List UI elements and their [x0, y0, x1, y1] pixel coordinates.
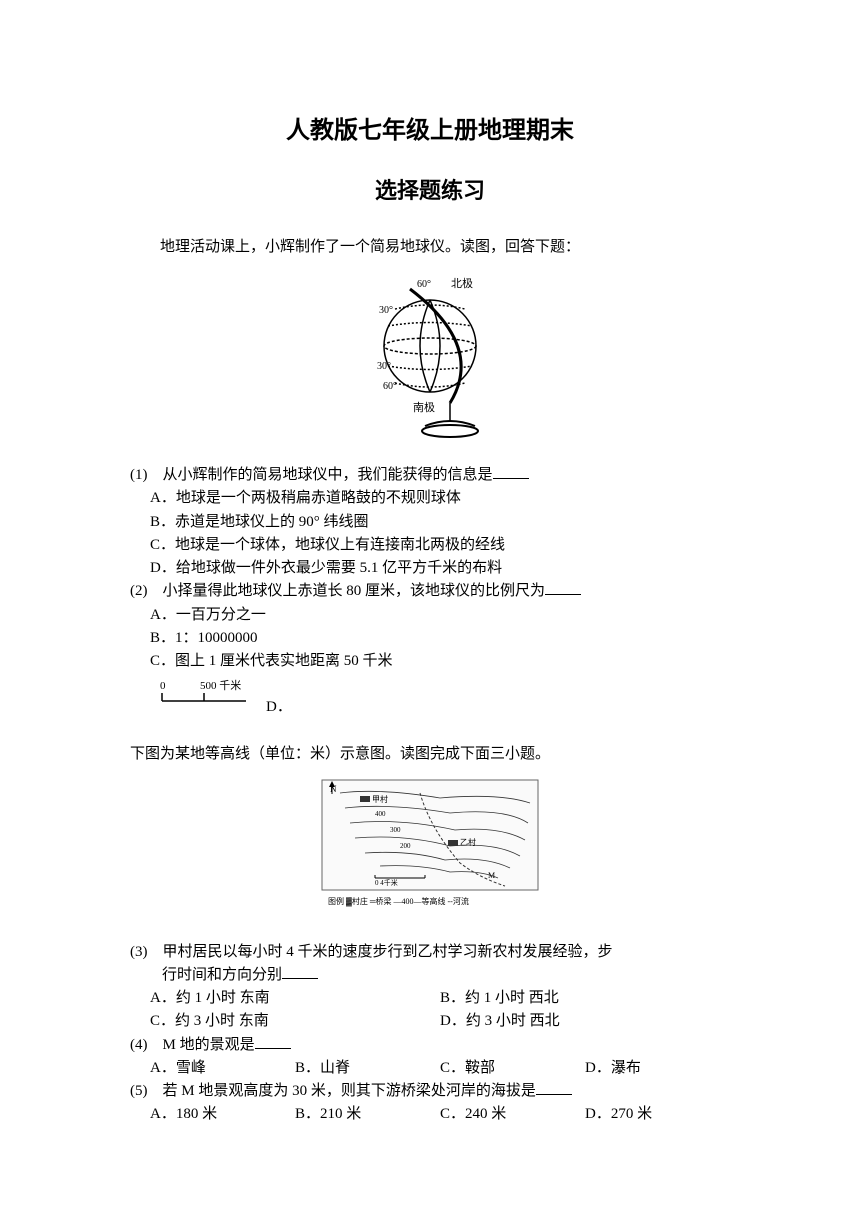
- q3-option-a[interactable]: A．约 1 小时 东南: [150, 987, 440, 1010]
- q3-option-c[interactable]: C．约 3 小时 东南: [150, 1010, 440, 1033]
- blank-icon: [282, 965, 318, 979]
- question-5: (5) 若 M 地景观高度为 30 米，则其下游桥梁处河岸的海拔是 A．180 …: [130, 1080, 730, 1127]
- map-yi-label: 乙村: [460, 837, 476, 847]
- q2-d-label: D．: [266, 696, 292, 719]
- map-300: 300: [390, 826, 401, 834]
- question-3: (3) 甲村居民以每小时 4 千米的速度步行到乙村学习新农村发展经验，步 行时间…: [130, 941, 730, 1034]
- question-2: (2) 小择量得此地球仪上赤道长 80 厘米，该地球仪的比例尺为 A．一百万分之…: [130, 580, 730, 719]
- q4-option-c[interactable]: C．鞍部: [440, 1057, 585, 1080]
- q5-option-d[interactable]: D．270 米: [585, 1103, 730, 1126]
- q4-text: M 地的景观是: [163, 1037, 255, 1053]
- q2-option-a[interactable]: A．一百万分之一: [150, 604, 730, 627]
- q1-option-b[interactable]: B．赤道是地球仪上的 90° 纬线圈: [150, 511, 730, 534]
- blank-icon: [545, 582, 581, 596]
- q5-num: (5): [130, 1083, 148, 1099]
- intro-text-1: 地理活动课上，小辉制作了一个简易地球仪。读图，回答下题：: [130, 235, 730, 259]
- q3-option-d[interactable]: D．约 3 小时 西北: [440, 1010, 730, 1033]
- q5-text: 若 M 地景观高度为 30 米，则其下游桥梁处河岸的海拔是: [163, 1083, 536, 1099]
- map-scale: 0 4千米: [375, 878, 398, 887]
- q1-text: 从小辉制作的简易地球仪中，我们能获得的信息是: [163, 467, 493, 483]
- q4-option-a[interactable]: A．雪峰: [150, 1057, 295, 1080]
- q1-option-d[interactable]: D．给地球做一件外衣最少需要 5.1 亿平方千米的布料: [150, 557, 730, 580]
- globe-label-north: 北极: [451, 276, 473, 290]
- map-200: 200: [400, 842, 411, 850]
- blank-icon: [255, 1035, 291, 1049]
- q3-text-l2: 行时间和方向分别: [162, 967, 282, 983]
- q3-num: (3): [130, 944, 148, 960]
- scale-label-500: 500 千米: [200, 679, 241, 692]
- q4-num: (4): [130, 1037, 148, 1053]
- question-4: (4) M 地的景观是 A．雪峰 B．山脊 C．鞍部 D．瀑布: [130, 1034, 730, 1081]
- globe-label-60t: 60°: [417, 279, 431, 290]
- globe-label-60b: 60°: [383, 381, 397, 392]
- globe-label-30b: 30°: [377, 361, 391, 372]
- map-m-label: M: [488, 871, 495, 880]
- q4-option-b[interactable]: B．山脊: [295, 1057, 440, 1080]
- q2-num: (2): [130, 583, 148, 599]
- q1-option-c[interactable]: C．地球是一个球体，地球仪上有连接南北两极的经线: [150, 534, 730, 557]
- subtitle: 选择题练习: [130, 173, 730, 205]
- globe-figure: 北极 南极 60° 30° 30° 60°: [130, 271, 730, 446]
- map-legend: 图例 ▓村庄 ═桥梁 —400—等高线 --河流: [328, 896, 469, 907]
- contour-map-figure: N 甲村 乙村 M 400 300 200 0 4千米 图例 ▓村庄 ═桥梁 —…: [130, 778, 730, 923]
- q5-option-b[interactable]: B．210 米: [295, 1103, 440, 1126]
- globe-label-30t: 30°: [379, 305, 393, 316]
- q2-option-c[interactable]: C．图上 1 厘米代表实地距离 50 千米: [150, 650, 730, 673]
- q2-option-d[interactable]: 0 500 千米 D．: [150, 677, 730, 719]
- q1-option-a[interactable]: A．地球是一个两极稍扁赤道略鼓的不规则球体: [150, 487, 730, 510]
- globe-label-south: 南极: [413, 400, 435, 414]
- q3-text-l1: 甲村居民以每小时 4 千米的速度步行到乙村学习新农村发展经验，步: [163, 944, 613, 960]
- main-title: 人教版七年级上册地理期末: [130, 110, 730, 145]
- map-jia-label: 甲村: [372, 794, 388, 804]
- q2-option-b[interactable]: B．1：10000000: [150, 627, 730, 650]
- q4-option-d[interactable]: D．瀑布: [585, 1057, 730, 1080]
- q1-num: (1): [130, 467, 148, 483]
- q3-option-b[interactable]: B．约 1 小时 西北: [440, 987, 730, 1010]
- blank-icon: [536, 1082, 572, 1096]
- q5-option-c[interactable]: C．240 米: [440, 1103, 585, 1126]
- scale-label-0: 0: [160, 680, 166, 692]
- question-1: (1) 从小辉制作的简易地球仪中，我们能获得的信息是 A．地球是一个两极稍扁赤道…: [130, 464, 730, 580]
- intro-text-2: 下图为某地等高线（单位：米）示意图。读图完成下面三小题。: [130, 742, 730, 766]
- blank-icon: [493, 466, 529, 480]
- map-400: 400: [375, 810, 386, 818]
- q5-option-a[interactable]: A．180 米: [150, 1103, 295, 1126]
- q2-text: 小择量得此地球仪上赤道长 80 厘米，该地球仪的比例尺为: [163, 583, 546, 599]
